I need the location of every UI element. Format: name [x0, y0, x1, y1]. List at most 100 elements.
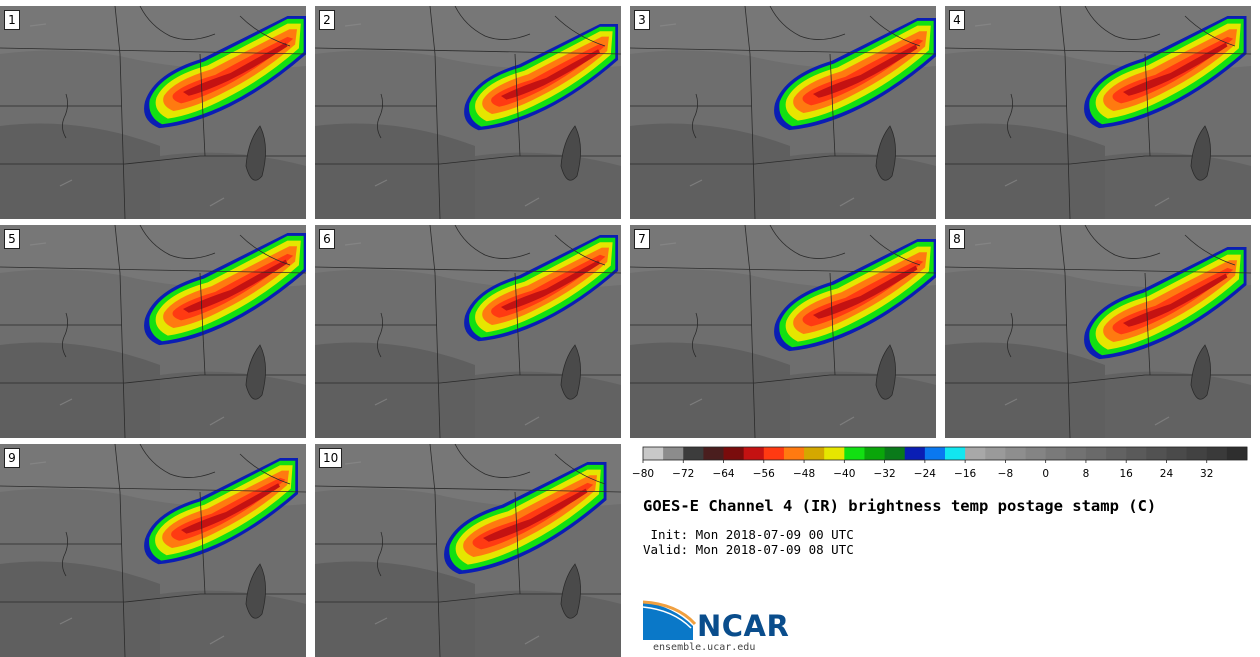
colorbar-tick-label: −48	[793, 468, 815, 480]
colorbar-swatch	[723, 447, 745, 460]
panel-number: 6	[319, 229, 335, 249]
map-5	[0, 225, 306, 438]
colorbar-swatch	[663, 447, 684, 460]
logo-url: ensemble.ucar.edu	[653, 642, 756, 653]
colorbar-swatch	[1146, 447, 1167, 460]
colorbar-swatch	[643, 447, 664, 460]
postage-stamp-9: 9	[0, 444, 306, 657]
colorbar-swatch	[783, 447, 805, 460]
state-boundaries	[0, 6, 306, 219]
state-boundaries	[315, 444, 621, 657]
colorbar-swatch	[985, 447, 1006, 460]
map-2	[315, 6, 621, 219]
colorbar-swatch	[1226, 447, 1248, 460]
state-boundaries	[630, 225, 936, 438]
map-6	[315, 225, 621, 438]
valid-time: Valid: Mon 2018-07-09 08 UTC	[643, 542, 854, 557]
colorbar-swatch	[1206, 447, 1228, 460]
panel-number: 2	[319, 10, 335, 30]
colorbar-tick-label: 24	[1160, 468, 1174, 480]
colorbar-tick-label: −40	[833, 468, 855, 480]
panel-number: 5	[4, 229, 20, 249]
postage-stamp-8: 8	[945, 225, 1251, 438]
postage-stamp-3: 3	[630, 6, 936, 219]
colorbar-tick-label: −16	[954, 468, 976, 480]
map-background	[315, 6, 621, 219]
colorbar-tick-label: 0	[1042, 468, 1049, 480]
cloud-top-field	[464, 235, 618, 342]
cloud-top-field	[774, 18, 936, 131]
colorbar-swatch	[824, 447, 845, 460]
postage-stamp-5: 5	[0, 225, 306, 438]
map-4	[945, 6, 1251, 219]
panel-number: 10	[319, 448, 343, 468]
colorbar-tick-label: −32	[874, 468, 896, 480]
state-boundaries	[630, 6, 936, 219]
postage-stamp-4: 4	[945, 6, 1251, 219]
cloud-top-field	[144, 16, 306, 129]
cloud-top-field	[144, 233, 306, 346]
map-9	[0, 444, 306, 657]
state-boundaries	[0, 444, 306, 657]
logo-wordmark: NCAR	[697, 609, 790, 643]
colorbar-swatch	[884, 447, 906, 460]
colorbar-swatch	[1126, 447, 1147, 460]
cloud-top-field	[1084, 247, 1247, 360]
colorbar-swatch	[1186, 447, 1208, 460]
colorbar: −80 −72 −64 −56 −48 −40 −32 −24 −16 −8 0 8 16 24 32	[632, 446, 1248, 480]
panel-number: 9	[4, 448, 20, 468]
postage-stamp-2: 2	[315, 6, 621, 219]
postage-stamp-1: 1	[0, 6, 306, 219]
colorbar-tick-label: −80	[632, 468, 654, 480]
colorbar-swatch	[743, 447, 765, 460]
colorbar-swatch	[1166, 447, 1187, 460]
colorbar-swatch	[763, 447, 785, 460]
colorbar-tick-label: −72	[672, 468, 694, 480]
colorbar-swatch	[844, 447, 865, 460]
state-boundaries	[315, 225, 621, 438]
panel-number: 1	[4, 10, 20, 30]
figure-title: GOES-E Channel 4 (IR) brightness temp po…	[643, 497, 1157, 515]
colorbar-swatch	[703, 447, 724, 460]
init-time: Init: Mon 2018-07-09 00 UTC	[643, 527, 854, 542]
colorbar-swatch	[1065, 447, 1087, 460]
colorbar-swatch	[965, 447, 986, 460]
cloud-top-field	[774, 239, 936, 352]
colorbar-swatch	[1005, 447, 1026, 460]
colorbar-swatch	[1025, 447, 1047, 460]
panel-number: 3	[634, 10, 650, 30]
colorbar-tick-label: −8	[998, 468, 1013, 480]
state-boundaries	[945, 225, 1251, 438]
colorbar-tick-label: 16	[1120, 468, 1134, 480]
map-1	[0, 6, 306, 219]
colorbar-swatch	[1085, 447, 1107, 460]
colorbar-swatch	[945, 447, 966, 460]
map-background	[945, 6, 1251, 219]
colorbar-swatch	[924, 447, 946, 460]
map-7	[630, 225, 936, 438]
postage-stamp-7: 7	[630, 225, 936, 438]
colorbar-swatch	[683, 447, 704, 460]
map-10	[315, 444, 621, 657]
panel-number: 8	[949, 229, 965, 249]
colorbar-tick-label: 8	[1083, 468, 1090, 480]
colorbar-tick-label: −24	[914, 468, 936, 480]
map-8	[945, 225, 1251, 438]
map-3	[630, 6, 936, 219]
colorbar-tick-label: −56	[753, 468, 775, 480]
colorbar-swatch	[864, 447, 885, 460]
postage-stamp-6: 6	[315, 225, 621, 438]
cloud-top-field	[144, 458, 298, 565]
colorbar-swatch	[904, 447, 926, 460]
cloud-top-field	[464, 24, 618, 131]
colorbar-tick-label: −64	[712, 468, 734, 480]
colorbar-frame	[642, 446, 1248, 461]
colorbar-tick-label: 32	[1200, 468, 1213, 480]
postage-stamp-10: 10	[315, 444, 621, 657]
panel-number: 7	[634, 229, 650, 249]
colorbar-swatch	[1045, 447, 1067, 460]
state-boundaries	[0, 225, 306, 438]
cloud-top-field	[1084, 16, 1247, 129]
panel-number: 4	[949, 10, 965, 30]
colorbar-swatch	[1106, 447, 1127, 460]
